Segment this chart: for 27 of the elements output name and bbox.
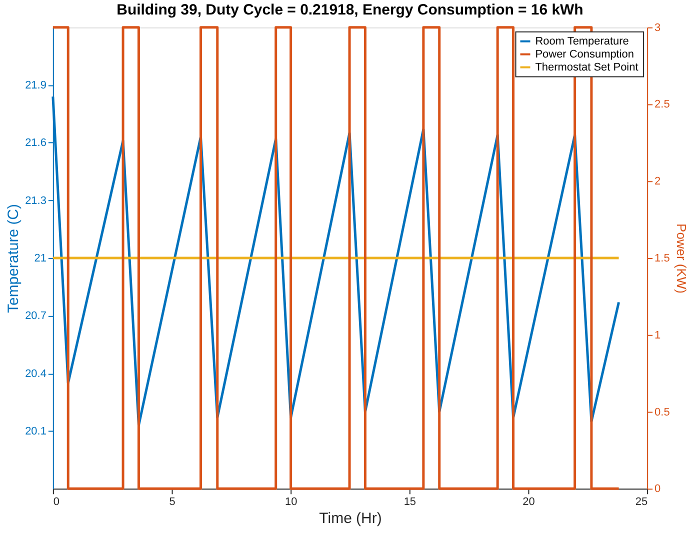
y2-tick-label: 1 [654,329,661,342]
y2-tick-label: 3 [654,22,661,34]
y-tick-label: 20.7 [25,310,46,322]
x-tick-label: 25 [635,496,648,508]
legend-label: Thermostat Set Point [535,61,638,74]
x-tick-label: 0 [53,496,60,508]
x-tick-label: 20 [522,496,535,508]
y2-tick-label: 1.5 [654,252,670,265]
chart-title: Building 39, Duty Cycle = 0.21918, Energy Consumption = 16 kWh [116,1,584,18]
y-tick-label: 21 [34,252,46,265]
x-tick-label: 15 [404,496,416,508]
y2-tick-label: 2 [654,176,661,188]
legend-label: Room Temperature [535,35,629,48]
y-tick-label: 21.3 [25,194,46,207]
y2-tick-label: 0.5 [654,406,670,418]
y-tick-label: 20.1 [25,426,46,438]
x-axis-title: Time (Hr) [319,510,382,528]
y-tick-label: 20.4 [25,368,46,380]
y2-tick-label: 0 [654,483,661,496]
y-axis-title: Temperature (C) [5,204,22,313]
x-tick-label: 5 [169,496,176,508]
x-tick-label: 10 [284,496,298,508]
y-tick-label: 21.6 [25,137,46,150]
legend-label: Power Consumption [535,48,634,60]
y2-tick-label: 2.5 [654,98,670,111]
y-tick-label: 21.9 [25,80,46,92]
y2-axis-title: Power (KW) [674,224,689,294]
